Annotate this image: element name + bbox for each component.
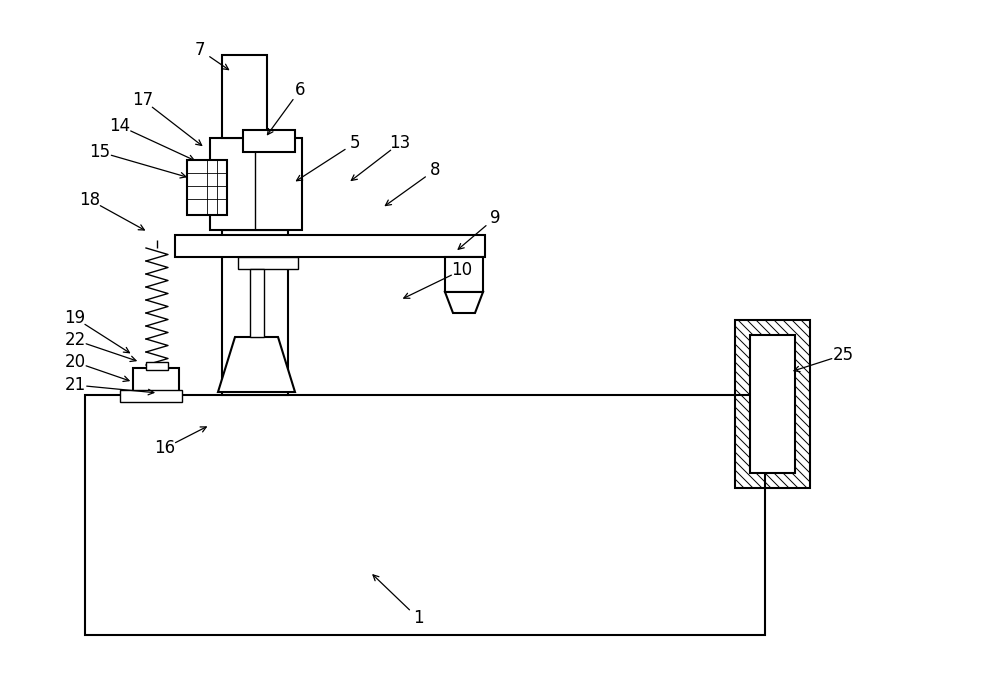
- Text: 25: 25: [832, 346, 854, 364]
- Text: 20: 20: [64, 353, 86, 371]
- Bar: [120, 390, 182, 402]
- Text: 10: 10: [451, 261, 473, 279]
- Text: 13: 13: [389, 134, 411, 152]
- Text: 22: 22: [64, 331, 86, 349]
- Text: 19: 19: [64, 309, 86, 327]
- Bar: [133, 368, 179, 392]
- Bar: [146, 362, 168, 370]
- Text: 1: 1: [413, 609, 423, 627]
- Text: 21: 21: [64, 376, 86, 394]
- Text: 16: 16: [154, 439, 176, 457]
- Bar: [222, 55, 267, 138]
- Text: 15: 15: [89, 143, 111, 161]
- Polygon shape: [445, 292, 483, 313]
- Polygon shape: [218, 337, 295, 392]
- Text: 6: 6: [295, 81, 305, 99]
- Text: 9: 9: [490, 209, 500, 227]
- Text: 7: 7: [195, 41, 205, 59]
- Text: 8: 8: [430, 161, 440, 179]
- Bar: [750, 335, 795, 473]
- Text: 14: 14: [109, 117, 131, 135]
- Bar: [175, 235, 485, 257]
- Bar: [735, 320, 810, 488]
- Text: 18: 18: [79, 191, 101, 209]
- Bar: [238, 257, 298, 269]
- Bar: [85, 395, 765, 635]
- Bar: [250, 269, 264, 337]
- Text: 17: 17: [132, 91, 154, 109]
- Bar: [445, 257, 483, 292]
- Text: 5: 5: [350, 134, 360, 152]
- Bar: [243, 130, 295, 152]
- Bar: [187, 160, 227, 215]
- Bar: [222, 230, 288, 395]
- Bar: [210, 138, 302, 230]
